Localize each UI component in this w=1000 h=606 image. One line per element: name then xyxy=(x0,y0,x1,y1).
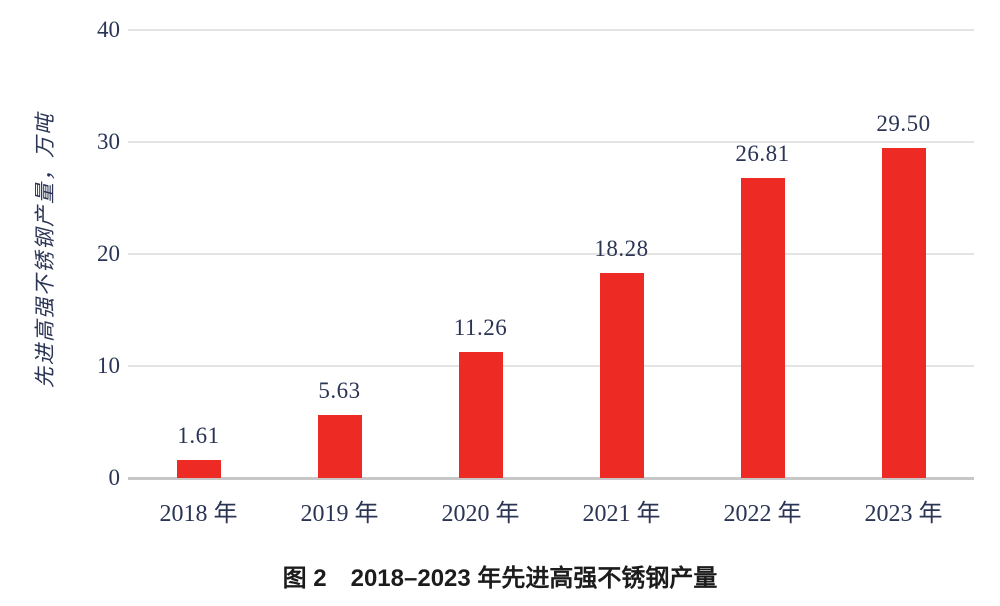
x-axis-tick-label: 2018 年 xyxy=(159,501,238,527)
y-axis-tick-label: 0 xyxy=(108,465,121,490)
y-axis-tick-label: 40 xyxy=(97,17,120,42)
y-axis-tick-label: 20 xyxy=(97,241,120,266)
x-axis-tick-label: 2022 年 xyxy=(723,501,802,527)
gridline xyxy=(128,365,974,367)
bar xyxy=(317,414,362,478)
gridline xyxy=(128,253,974,255)
gridline xyxy=(128,29,974,31)
x-axis-line xyxy=(128,477,974,480)
bar xyxy=(599,273,644,478)
x-axis-tick-label: 2019 年 xyxy=(300,501,379,527)
y-axis-tick-label: 30 xyxy=(97,129,120,154)
x-axis-tick-label: 2021 年 xyxy=(582,501,661,527)
gridline xyxy=(128,141,974,143)
x-axis-tick-label: 2020 年 xyxy=(441,501,520,527)
x-axis-tick-label: 2023 年 xyxy=(864,501,943,527)
y-axis-tick-label: 10 xyxy=(97,353,120,378)
bar-value-label: 5.63 xyxy=(318,377,361,403)
figure-caption: 图 2 2018–2023 年先进高强不锈钢产量 xyxy=(282,565,718,592)
bar-value-label: 11.26 xyxy=(453,314,508,340)
bar-value-label: 26.81 xyxy=(735,140,790,166)
bar-value-label: 1.61 xyxy=(177,422,220,448)
bar-value-label: 18.28 xyxy=(594,236,649,262)
bar xyxy=(881,147,926,478)
bar xyxy=(176,459,221,478)
bar xyxy=(458,351,503,478)
bar xyxy=(740,177,785,478)
bar-value-label: 29.50 xyxy=(876,110,931,136)
